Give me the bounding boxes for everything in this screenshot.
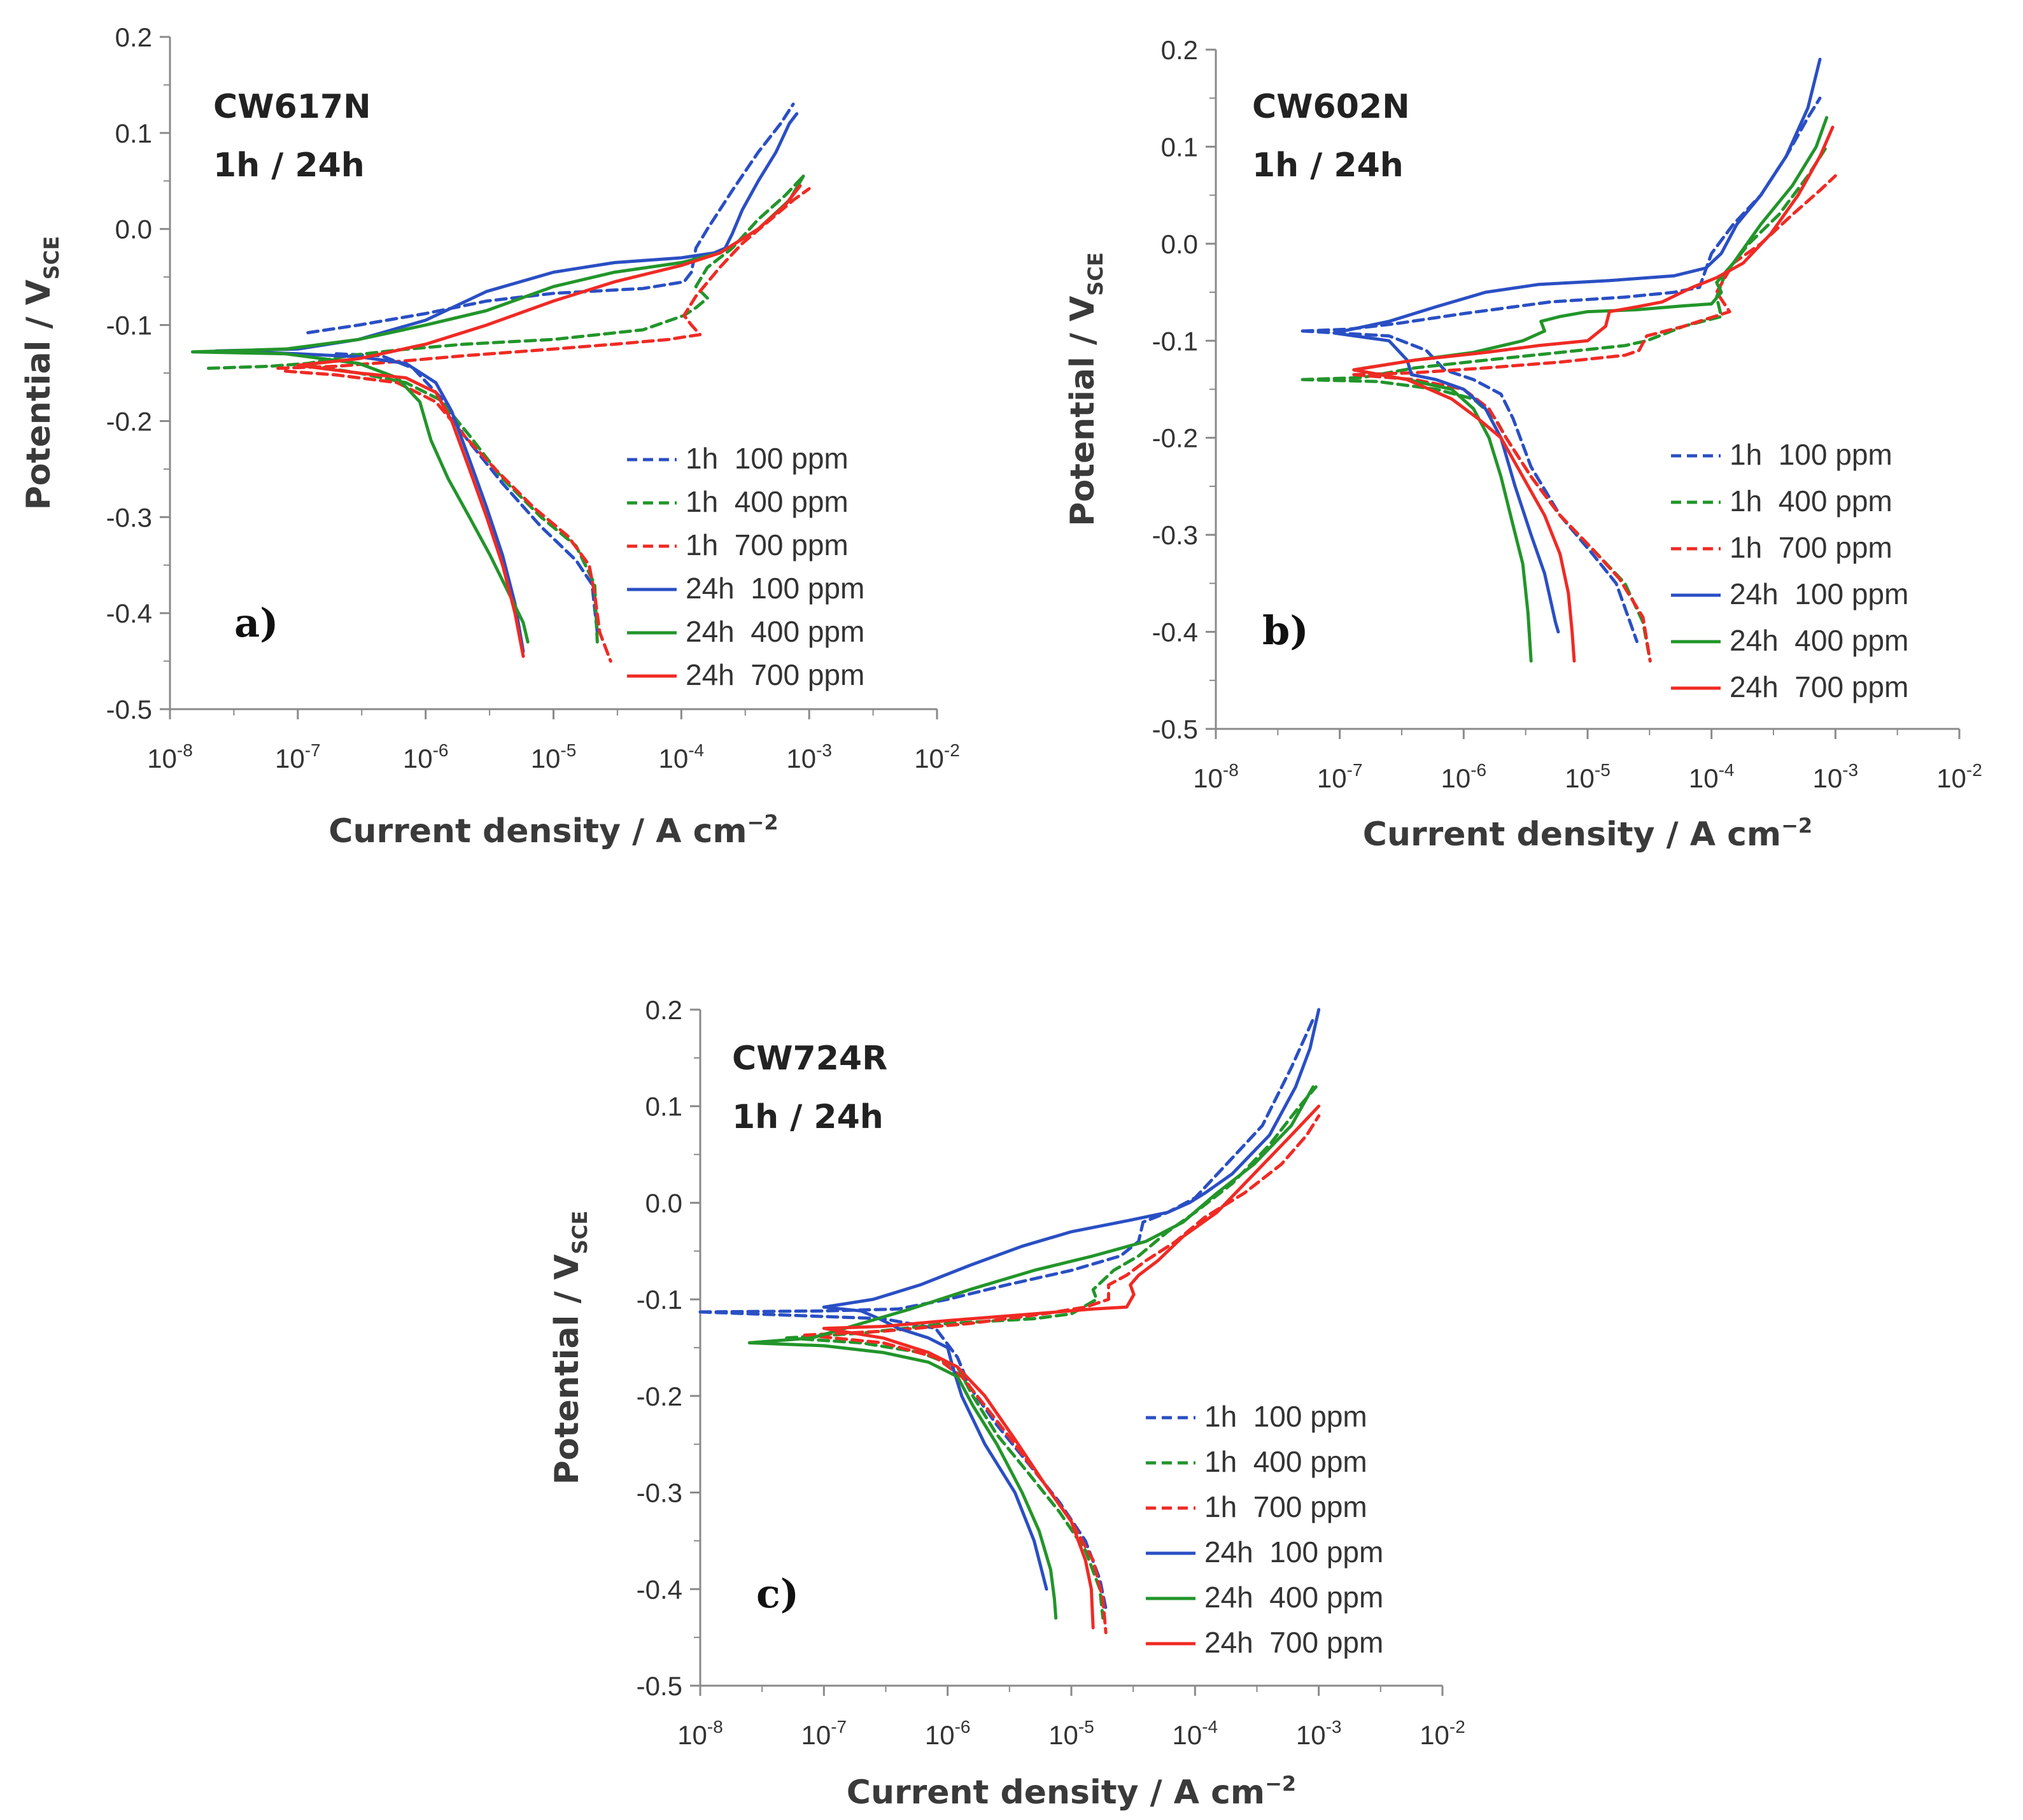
y-tick-label: -0.2 — [1152, 423, 1198, 453]
legend-label: 1h 700 ppm — [686, 528, 849, 561]
y-tick-label: -0.5 — [637, 1671, 682, 1701]
y-tick-label: -0.1 — [637, 1285, 682, 1315]
y-tick-label: -0.3 — [1152, 520, 1198, 550]
legend-label: 24h 400 ppm — [1730, 624, 1908, 657]
panel-title-alloy: CW724R — [732, 1040, 887, 1078]
y-tick-label: -0.1 — [1152, 326, 1198, 356]
legend-label: 1h 100 ppm — [1204, 1400, 1367, 1433]
x-tick-label: 10-3 — [1813, 760, 1859, 793]
y-tick-label: -0.2 — [637, 1381, 682, 1411]
series-line-24h-red — [1352, 125, 1835, 663]
x-tick-label: 10-3 — [1296, 1717, 1342, 1750]
chart-panel-1: 0.2 0.1 0.0 -0.1 -0.2 -0.3 -0.4 -0.5 10-8 10-7 10-… — [20, 22, 960, 850]
y-tick-label: -0.5 — [1152, 714, 1198, 744]
y-tick-label: 0.0 — [645, 1188, 682, 1218]
chart-panel-2: 0.2 0.1 0.0 -0.1 -0.2 -0.3 -0.4 -0.5 10-8 10-7 10-… — [1064, 35, 1982, 854]
series-line-24h-green — [747, 1085, 1315, 1620]
legend-label: 24h 400 ppm — [1204, 1581, 1383, 1614]
y-axis-title: Potential / VSCE — [20, 236, 64, 510]
legend-label: 1h 400 ppm — [1204, 1445, 1367, 1478]
x-tick-label: 10-6 — [925, 1717, 971, 1750]
panel-title-time: 1h / 24h — [213, 146, 365, 185]
panel-title-alloy: CW602N — [1252, 88, 1410, 126]
y-tick-label: 0.2 — [1161, 35, 1198, 65]
series-line-24h-blue — [215, 112, 799, 653]
x-tick-label: 10-8 — [677, 1717, 723, 1750]
x-tick-label: 10-5 — [1565, 760, 1611, 793]
y-tick-label: -0.1 — [106, 311, 152, 341]
y-tick-label: -0.5 — [106, 695, 152, 724]
series-line-24h-red — [296, 184, 802, 658]
x-tick-label: 10-8 — [1193, 760, 1239, 793]
y-axis-title: Potential / VSCE — [1064, 252, 1108, 526]
legend-label: 24h 400 ppm — [686, 615, 864, 648]
x-tick-label: 10-4 — [1173, 1717, 1218, 1750]
legend-label: 24h 700 ppm — [1204, 1626, 1383, 1659]
legend-label: 1h 400 ppm — [686, 485, 849, 518]
x-tick-label: 10-2 — [1936, 760, 1982, 793]
x-tick-label: 10-7 — [1317, 760, 1363, 793]
legend-label: 1h 100 ppm — [1730, 438, 1893, 471]
y-tick-label: 0.1 — [115, 118, 152, 148]
x-tick-label: 10-8 — [147, 740, 193, 773]
y-tick-label: -0.3 — [637, 1478, 682, 1508]
y-tick-label: -0.4 — [106, 598, 152, 628]
series-line-24h-red — [822, 1104, 1321, 1630]
legend-label: 24h 100 ppm — [1730, 577, 1908, 610]
legend-label: 24h 700 ppm — [1730, 670, 1908, 703]
panel-title-time: 1h / 24h — [1252, 146, 1404, 185]
series-line-1h-red — [276, 187, 811, 663]
y-tick-label: 0.2 — [115, 22, 152, 52]
series-line-1h-red — [1352, 174, 1837, 663]
series-line-24h-green — [1352, 116, 1829, 663]
series-line-1h-red — [803, 1114, 1321, 1635]
x-tick-label: 10-5 — [531, 740, 577, 773]
x-tick-label: 10-4 — [659, 740, 705, 773]
x-tick-label: 10-2 — [914, 740, 960, 773]
x-tick-label: 10-2 — [1420, 1717, 1465, 1750]
y-axis-title: Potential / VSCE — [548, 1211, 592, 1485]
x-tick-label: 10-7 — [275, 740, 321, 773]
y-tick-label: 0.1 — [645, 1092, 682, 1122]
legend-label: 24h 100 ppm — [1204, 1535, 1383, 1569]
x-axis-title: Current density / A cm−2 — [847, 1772, 1296, 1812]
y-tick-label: 0.0 — [115, 215, 152, 244]
legend-label: 24h 700 ppm — [686, 658, 864, 691]
legend-label: 1h 700 ppm — [1204, 1490, 1367, 1523]
series-line-24h-blue — [822, 1008, 1321, 1591]
legend-label: 24h 100 ppm — [686, 572, 864, 605]
x-axis-title: Current density / A cm−2 — [328, 810, 778, 850]
legend-label: 1h 100 ppm — [686, 442, 849, 475]
x-axis-title: Current density / A cm−2 — [1363, 814, 1812, 854]
chart-panel-3: 0.2 0.1 0.0 -0.1 -0.2 -0.3 -0.4 -0.5 10-8 10-7 10-… — [548, 995, 1465, 1812]
x-tick-label: 10-7 — [801, 1717, 847, 1750]
x-tick-label: 10-5 — [1048, 1717, 1094, 1750]
legend-label: 1h 700 ppm — [1730, 531, 1893, 564]
y-tick-label: -0.4 — [1152, 617, 1198, 647]
y-tick-label: 0.2 — [645, 995, 682, 1025]
x-tick-label: 10-3 — [786, 740, 832, 773]
panel-label: a) — [234, 600, 279, 646]
panel-label: c) — [756, 1570, 799, 1617]
panel-label: b) — [1262, 607, 1309, 654]
x-tick-label: 10-6 — [403, 740, 449, 773]
y-tick-label: 0.1 — [1161, 132, 1198, 162]
y-tick-label: -0.3 — [106, 502, 152, 532]
panel-title-alloy: CW617N — [213, 88, 371, 126]
y-tick-label: -0.4 — [637, 1574, 682, 1604]
y-tick-label: -0.2 — [106, 406, 152, 436]
legend-label: 1h 400 ppm — [1730, 484, 1893, 518]
x-tick-label: 10-6 — [1441, 760, 1487, 793]
x-tick-label: 10-4 — [1689, 760, 1735, 793]
y-tick-label: 0.0 — [1161, 229, 1198, 259]
panel-title-time: 1h / 24h — [732, 1098, 884, 1136]
